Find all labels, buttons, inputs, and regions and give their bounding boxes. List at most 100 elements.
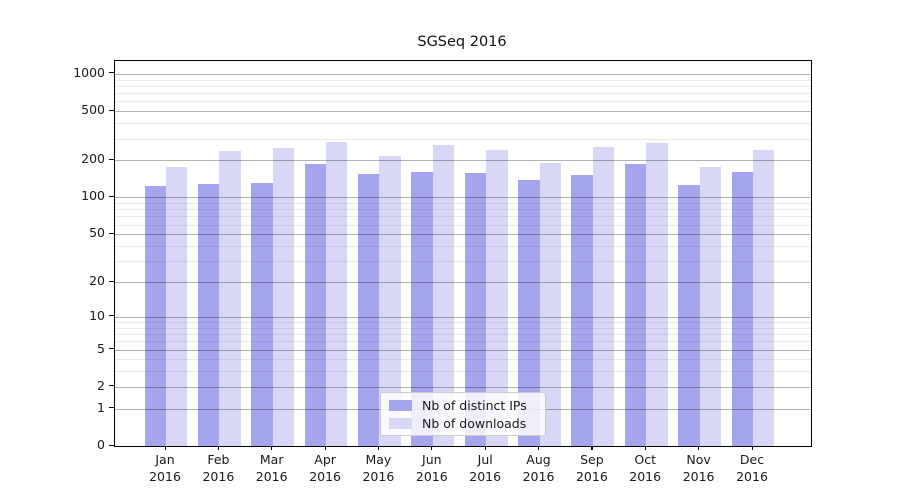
minor-gridline xyxy=(115,224,811,226)
bar-jan-downloads xyxy=(166,166,188,446)
x-tick-month: Aug xyxy=(526,452,551,467)
x-tick-month: Dec xyxy=(739,452,765,467)
x-tick-year: 2016 xyxy=(362,468,395,484)
x-tick-month: Jul xyxy=(477,452,493,467)
x-tick xyxy=(324,446,326,450)
distinct-ips-swatch xyxy=(389,399,412,411)
y-tick-label: 2 xyxy=(97,377,105,393)
x-tick-month: Jun xyxy=(422,452,442,467)
bar-may-downloads xyxy=(379,155,401,446)
major-gridline xyxy=(115,197,811,199)
major-gridline xyxy=(115,111,811,113)
y-tick-label: 10 xyxy=(89,307,105,323)
x-tick xyxy=(431,446,433,450)
x-tick-label: Oct 2016 xyxy=(617,452,673,485)
bar-oct-downloads xyxy=(646,143,668,446)
x-tick-year: 2016 xyxy=(629,468,662,484)
minor-gridline xyxy=(115,85,811,87)
bar-jul-downloads xyxy=(486,150,508,446)
x-tick-month: Nov xyxy=(686,452,711,467)
y-tick-label: 5 xyxy=(97,340,105,356)
x-tick-month: Oct xyxy=(634,452,656,467)
bar-dec-downloads xyxy=(752,150,775,446)
bar-aug-downloads xyxy=(539,163,561,446)
x-tick xyxy=(538,446,540,450)
minor-gridline xyxy=(115,123,811,125)
x-tick-month: Jan xyxy=(155,452,175,467)
bar-mar-ips xyxy=(251,182,273,446)
minor-gridline xyxy=(115,371,811,373)
bar-sep-downloads xyxy=(592,146,615,446)
x-tick xyxy=(164,446,166,450)
x-tick-year: 2016 xyxy=(522,468,555,484)
x-tick-year: 2016 xyxy=(469,468,502,484)
y-tick xyxy=(109,385,114,387)
major-gridline xyxy=(115,234,811,236)
y-tick xyxy=(109,315,114,317)
x-tick-year: 2016 xyxy=(255,468,288,484)
x-tick-year: 2016 xyxy=(575,468,608,484)
y-tick xyxy=(109,158,114,160)
y-tick-label: 200 xyxy=(81,151,105,167)
minor-gridline xyxy=(115,216,811,218)
x-tick-year: 2016 xyxy=(202,468,235,484)
minor-gridline xyxy=(115,261,811,262)
x-tick xyxy=(591,446,593,450)
minor-gridline xyxy=(115,101,811,103)
minor-gridline xyxy=(115,79,811,81)
bar-nov-downloads xyxy=(699,166,721,446)
x-tick-month: Mar xyxy=(259,452,284,467)
bar-aug-ips xyxy=(518,180,540,446)
minor-gridline xyxy=(115,322,811,323)
x-tick-label: Jan 2016 xyxy=(137,452,193,485)
x-tick-label: Aug 2016 xyxy=(511,452,567,485)
minor-gridline xyxy=(115,203,811,204)
bar-jul-ips xyxy=(464,172,487,446)
bar-jun-downloads xyxy=(432,145,455,446)
x-tick-year: 2016 xyxy=(149,468,181,484)
minor-gridline xyxy=(115,138,811,140)
y-tick xyxy=(109,232,114,234)
x-tick-year: 2016 xyxy=(682,468,715,484)
major-gridline xyxy=(115,349,811,351)
chart-title: SGSeq 2016 xyxy=(417,34,507,50)
x-tick-month: Apr xyxy=(314,452,336,467)
bar-apr-downloads xyxy=(326,141,348,446)
x-tick-label: Mar 2016 xyxy=(244,452,300,485)
major-gridline xyxy=(115,316,811,318)
x-tick-month: Feb xyxy=(207,452,230,467)
x-tick-label: Nov 2016 xyxy=(671,452,727,485)
minor-gridline xyxy=(115,93,811,94)
bar-sep-ips xyxy=(571,175,593,446)
y-tick xyxy=(109,195,114,198)
minor-gridline xyxy=(115,334,811,335)
x-tick xyxy=(644,446,646,450)
bar-nov-ips xyxy=(678,184,700,446)
x-tick xyxy=(751,446,753,450)
bar-may-ips xyxy=(358,174,380,446)
x-tick-label: Sep 2016 xyxy=(564,452,620,485)
x-tick-year: 2016 xyxy=(736,468,768,484)
minor-gridline xyxy=(115,209,811,211)
y-tick xyxy=(109,280,114,282)
y-tick xyxy=(109,72,114,74)
minor-gridline xyxy=(115,327,811,329)
y-tick xyxy=(109,444,114,446)
legend-label: Nb of distinct IPs xyxy=(422,397,527,413)
bar-feb-downloads xyxy=(219,151,241,446)
x-tick xyxy=(484,446,486,450)
bar-jun-ips xyxy=(411,172,433,446)
x-tick xyxy=(377,446,380,450)
major-gridline xyxy=(115,73,811,75)
x-tick-label: Jul 2016 xyxy=(457,452,513,485)
y-tick-label: 1 xyxy=(97,399,105,415)
x-tick-year: 2016 xyxy=(415,468,448,484)
major-gridline xyxy=(115,160,811,162)
bar-mar-downloads xyxy=(272,147,295,446)
y-tick-label: 20 xyxy=(89,273,105,288)
x-tick-label: Jun 2016 xyxy=(404,452,460,485)
y-tick xyxy=(109,407,114,409)
downloads-swatch xyxy=(389,417,412,429)
legend-label: Nb of downloads xyxy=(422,415,527,431)
plot-area: Nb of distinct IPs Nb of downloads xyxy=(114,60,812,447)
